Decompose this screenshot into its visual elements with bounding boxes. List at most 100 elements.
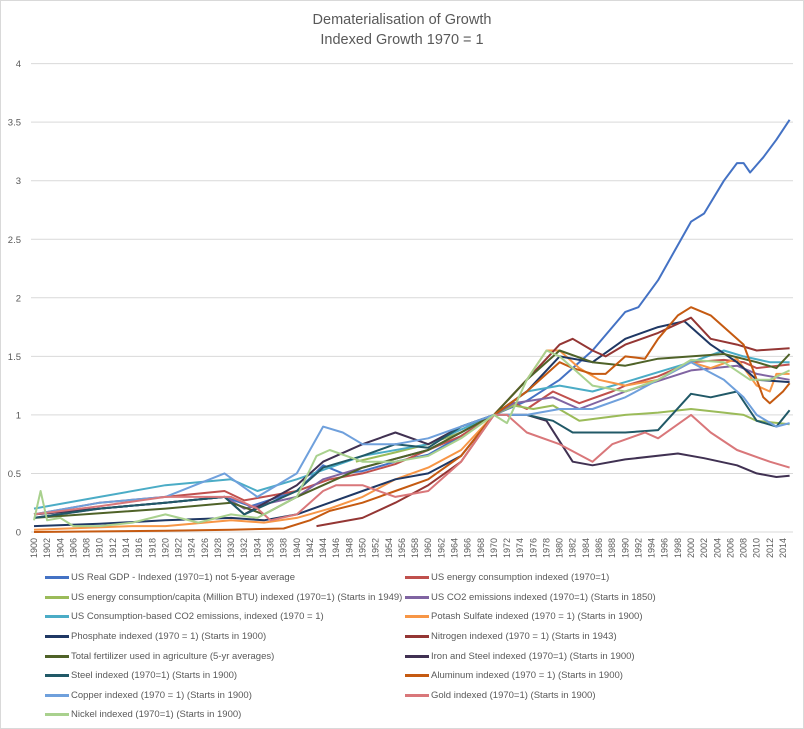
legend-label: Steel indexed (1970=1) (Starts in 1900) xyxy=(71,670,238,682)
legend-label: Potash Sulfate indexed (1970 = 1) (Start… xyxy=(431,611,643,623)
x-tick-label: 1906 xyxy=(68,538,78,558)
series-line-14 xyxy=(33,349,791,528)
legend-swatch xyxy=(405,576,429,580)
series-line-12 xyxy=(33,361,790,516)
legend-label: US energy consumption/capita (Million BT… xyxy=(71,591,403,603)
x-tick-label: 1918 xyxy=(147,538,157,558)
x-tick-label: 1934 xyxy=(252,538,262,558)
x-tick-label: 1922 xyxy=(174,538,184,558)
series-line-5 xyxy=(33,349,790,531)
legend-label: Nickel indexed (1970=1) (Starts in 1900) xyxy=(71,709,242,721)
y-tick-label: 4 xyxy=(16,59,21,70)
x-tick-label: 1956 xyxy=(397,538,407,558)
legend-item: Total fertilizer used in agriculture (5-… xyxy=(45,646,405,666)
x-tick-label: 1996 xyxy=(660,538,670,558)
legend-item: Phosphate indexed (1970 = 1) (Starts in … xyxy=(45,627,405,647)
x-tick-label: 1980 xyxy=(555,538,565,558)
legend-label: US energy consumption indexed (1970=1) xyxy=(431,572,610,584)
x-tick-label: 1974 xyxy=(515,538,525,558)
legend-label: US Real GDP - Indexed (1970=1) not 5-yea… xyxy=(71,572,295,584)
legend-label: Total fertilizer used in agriculture (5-… xyxy=(71,650,275,662)
x-tick-label: 1982 xyxy=(568,538,578,558)
x-axis-tick-labels: 1900 1902 1904 1906 1908 1910 1912 1914 1916 1918… xyxy=(29,538,788,558)
legend-item: Nitrogen indexed (1970 = 1) (Starts in 1… xyxy=(405,627,785,647)
x-tick-label: 1972 xyxy=(502,538,512,558)
series-line-2 xyxy=(355,404,790,463)
x-tick-label: 1916 xyxy=(134,538,144,558)
x-tick-label: 2012 xyxy=(765,538,775,558)
y-tick-label: 3 xyxy=(16,176,21,187)
x-tick-label: 1908 xyxy=(82,538,92,558)
x-tick-label: 1946 xyxy=(331,538,341,558)
y-axis-tick-labels: 0 0.5 1 1.5 2 2.5 3 3.5 4 xyxy=(8,59,21,538)
x-tick-label: 1966 xyxy=(463,538,473,558)
legend-swatch xyxy=(45,576,69,580)
legend-item: US CO2 emissions indexed (1970=1) (Start… xyxy=(405,588,785,608)
series-line-8 xyxy=(33,349,791,519)
x-tick-label: 1914 xyxy=(121,538,131,558)
legend-item: Aluminum indexed (1970 = 1) (Starts in 1… xyxy=(405,666,785,686)
x-tick-label: 1978 xyxy=(541,538,551,558)
legend-item: US Real GDP - Indexed (1970=1) not 5-yea… xyxy=(45,568,405,588)
x-tick-label: 1998 xyxy=(673,538,683,558)
x-tick-label: 1962 xyxy=(436,538,446,558)
x-tick-label: 1994 xyxy=(647,538,657,558)
legend-item: Potash Sulfate indexed (1970 = 1) (Start… xyxy=(405,607,785,627)
x-tick-label: 1954 xyxy=(384,538,394,558)
x-tick-label: 1936 xyxy=(266,538,276,558)
series-line-13 xyxy=(33,413,790,522)
legend-swatch xyxy=(45,595,69,599)
legend-swatch xyxy=(405,693,429,697)
legend-label: Gold indexed (1970=1) (Starts in 1900) xyxy=(431,689,596,701)
x-tick-label: 1926 xyxy=(200,538,210,558)
series-line-1 xyxy=(33,358,790,516)
legend-swatch xyxy=(45,654,69,658)
legend-item: Iron and Steel indexed (1970=1) (Starts … xyxy=(405,646,785,666)
legend-swatch xyxy=(405,595,429,599)
x-tick-label: 1960 xyxy=(423,538,433,558)
legend-item: US energy consumption/capita (Million BT… xyxy=(45,588,405,608)
chart-title: Dematerialisation of Growth xyxy=(313,12,492,28)
legend-item: Copper indexed (1970 = 1) (Starts in 190… xyxy=(45,686,405,706)
x-tick-label: 2006 xyxy=(725,538,735,558)
x-tick-label: 1938 xyxy=(279,538,289,558)
legend-swatch xyxy=(405,615,429,619)
legend-item: Nickel indexed (1970=1) (Starts in 1900) xyxy=(45,705,405,725)
legend-swatch xyxy=(405,635,429,639)
legend-swatch xyxy=(45,713,69,717)
x-tick-label: 1964 xyxy=(449,538,459,558)
x-tick-label: 2010 xyxy=(752,538,762,558)
x-tick-label: 1930 xyxy=(226,538,236,558)
series-line-7 xyxy=(316,316,790,528)
series-line-6 xyxy=(33,320,790,528)
legend-swatch xyxy=(405,654,429,658)
x-tick-label: 1942 xyxy=(305,538,315,558)
legend-item: US energy consumption indexed (1970=1) xyxy=(405,568,785,588)
legend-label: Copper indexed (1970 = 1) (Starts in 190… xyxy=(71,689,252,701)
x-tick-label: 1924 xyxy=(187,538,197,558)
legend-swatch xyxy=(45,693,69,697)
x-tick-label: 2008 xyxy=(739,538,749,558)
x-tick-label: 1952 xyxy=(371,538,381,558)
x-tick-label: 1976 xyxy=(528,538,538,558)
x-tick-label: 1990 xyxy=(620,538,630,558)
x-tick-label: 1948 xyxy=(344,538,354,558)
legend-swatch xyxy=(45,615,69,619)
x-tick-label: 1928 xyxy=(213,538,223,558)
chart-subtitle: Indexed Growth 1970 = 1 xyxy=(320,32,483,48)
legend-label: Nitrogen indexed (1970 = 1) (Starts in 1… xyxy=(431,631,617,643)
x-tick-label: 1984 xyxy=(581,538,591,558)
legend: US Real GDP - Indexed (1970=1) not 5-yea… xyxy=(45,568,785,725)
x-tick-label: 2002 xyxy=(699,538,709,558)
x-tick-label: 1944 xyxy=(318,538,328,558)
y-tick-label: 0.5 xyxy=(8,469,21,480)
legend-label: US CO2 emissions indexed (1970=1) (Start… xyxy=(431,591,656,603)
x-tick-label: 1912 xyxy=(108,538,118,558)
x-tick-label: 1986 xyxy=(594,538,604,558)
x-tick-label: 1902 xyxy=(42,538,52,558)
x-tick-label: 1970 xyxy=(489,538,499,558)
x-tick-label: 2014 xyxy=(778,538,788,558)
legend-item: Steel indexed (1970=1) (Starts in 1900) xyxy=(45,666,405,686)
legend-label: Iron and Steel indexed (1970=1) (Starts … xyxy=(431,650,635,662)
